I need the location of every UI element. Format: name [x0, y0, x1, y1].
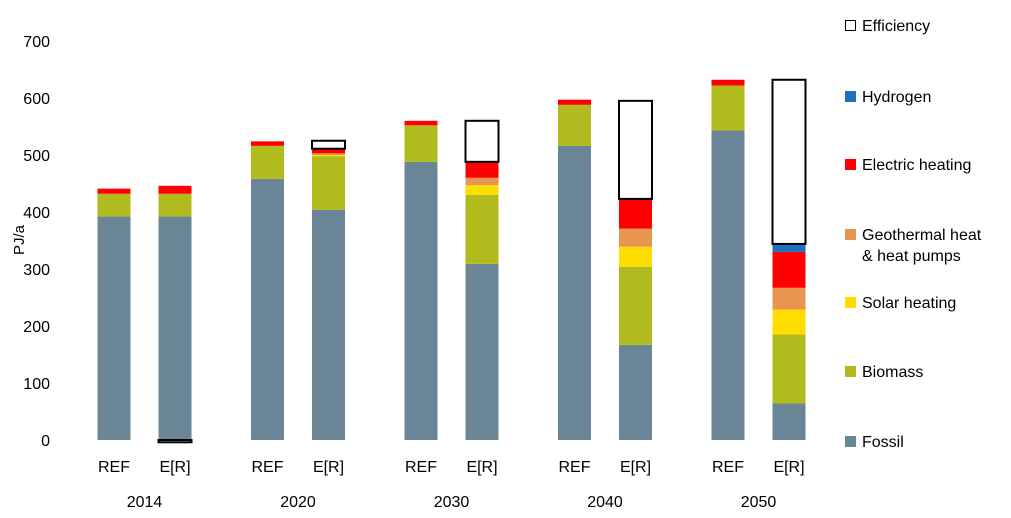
bar-segment-biomass	[465, 194, 499, 264]
bar-segment-electric-heating	[404, 120, 438, 126]
bar-segment-geothermal-heat	[312, 153, 345, 155]
bar-segment-fossil	[558, 145, 591, 440]
x-tick-label: E[R]	[313, 459, 344, 476]
legend-swatch	[845, 20, 856, 31]
y-tick-label: 600	[23, 91, 50, 108]
bar-segment-efficiency	[618, 99, 653, 200]
bar-segment-efficiency	[464, 119, 500, 163]
y-tick-label: 500	[23, 148, 50, 165]
year-label: 2050	[741, 494, 777, 511]
bar-segment-fossil	[158, 216, 192, 440]
y-tick-label: 400	[23, 205, 50, 222]
x-tick-label: REF	[98, 459, 130, 476]
bar-segment-biomass	[158, 193, 192, 217]
year-label: 2030	[434, 494, 470, 511]
bar-segment-solar-heating	[772, 309, 806, 335]
x-tick-label: E[R]	[620, 459, 651, 476]
x-tick-label: REF	[252, 459, 284, 476]
x-tick-label: REF	[712, 459, 744, 476]
bar-segment-efficiency	[771, 78, 807, 245]
legend-label: Fossil	[862, 434, 904, 451]
legend-swatch	[845, 297, 856, 308]
legend-label: Solar heating	[862, 295, 957, 312]
bar-segment-efficiency	[157, 439, 193, 444]
year-label: 2040	[587, 494, 623, 511]
bar-segment-electric-heating	[711, 79, 745, 86]
bar-segment-biomass	[558, 104, 591, 146]
bar-segment-efficiency	[311, 139, 346, 150]
y-tick-label: 200	[23, 319, 50, 336]
bar-segment-hydrogen	[772, 243, 806, 252]
bar-segment-electric-heating	[558, 99, 591, 105]
bar-segment-biomass	[251, 145, 284, 179]
legend-item: Solar heating	[845, 293, 956, 314]
bar-segment-fossil	[97, 216, 131, 440]
bar-segment-geothermal-heat	[772, 287, 806, 310]
y-tick-label: 100	[23, 376, 50, 393]
x-tick-label: REF	[405, 459, 437, 476]
bar-segment-biomass	[619, 266, 652, 345]
bar-segment-fossil	[465, 263, 499, 440]
bar-segment-fossil	[772, 403, 806, 440]
x-tick-label: E[R]	[466, 459, 497, 476]
legend-swatch	[845, 436, 856, 447]
bar-chart: 0 100 200 300 400 500 600 700 PJ/a REF E[R] REF E[R]…	[11, 34, 807, 511]
bar-segment-biomass	[312, 156, 345, 210]
bar-segment-electric-heating	[619, 198, 652, 229]
bar-segment-geothermal-heat	[465, 177, 499, 186]
y-tick-label: 0	[41, 433, 50, 450]
bar-segment-geothermal-heat	[619, 228, 652, 247]
bar-segment-biomass	[404, 125, 438, 162]
y-tick-label: 700	[23, 34, 50, 51]
legend-item: Efficiency	[845, 16, 930, 37]
y-tick-label: 300	[23, 262, 50, 279]
bar-segment-solar-heating	[312, 155, 345, 157]
bar-segment-fossil	[711, 130, 745, 441]
legend-label: Electric heating	[862, 157, 972, 174]
x-tick-label: REF	[559, 459, 591, 476]
legend-swatch	[845, 159, 856, 170]
bar-segment-solar-heating	[619, 246, 652, 267]
bar-segment-electric-heating	[97, 188, 131, 194]
legend-label: Geothermal heat & heat pumps	[862, 227, 982, 265]
x-tick-label: E[R]	[159, 459, 190, 476]
legend-label: Biomass	[862, 364, 924, 381]
chart-legend: Efficiency Hydrogen Electric heating Geothe…	[845, 0, 1011, 518]
legend-item: Hydrogen	[845, 87, 931, 108]
legend-label: Hydrogen	[862, 89, 932, 106]
legend-item: Biomass	[845, 362, 923, 383]
bar-segment-electric-heating	[772, 251, 806, 288]
bar-segment-electric-heating	[158, 185, 192, 194]
x-tick-label: E[R]	[773, 459, 804, 476]
legend-label: Efficiency	[862, 18, 931, 35]
bar-segment-electric-heating	[251, 141, 284, 146]
bar-segment-electric-heating	[312, 148, 345, 154]
year-label: 2020	[280, 494, 316, 511]
bar-segment-solar-heating	[465, 185, 499, 195]
legend-item: Fossil	[845, 432, 904, 453]
bar-segment-electric-heating	[465, 161, 499, 178]
legend-swatch	[845, 91, 856, 102]
bar-segment-fossil	[619, 344, 652, 440]
bar-segment-biomass	[772, 334, 806, 404]
legend-item: Geothermal heat & heat pumps	[845, 225, 981, 267]
bar-segment-biomass	[97, 193, 131, 217]
legend-swatch	[845, 366, 856, 377]
year-label: 2014	[127, 494, 163, 511]
bar-segment-fossil	[312, 209, 345, 440]
bar-segment-fossil	[251, 178, 284, 440]
bar-segment-biomass	[711, 85, 745, 131]
legend-swatch	[845, 229, 856, 240]
legend-item: Electric heating	[845, 155, 971, 176]
bar-segment-fossil	[404, 161, 438, 440]
y-axis-label: PJ/a	[11, 224, 28, 255]
